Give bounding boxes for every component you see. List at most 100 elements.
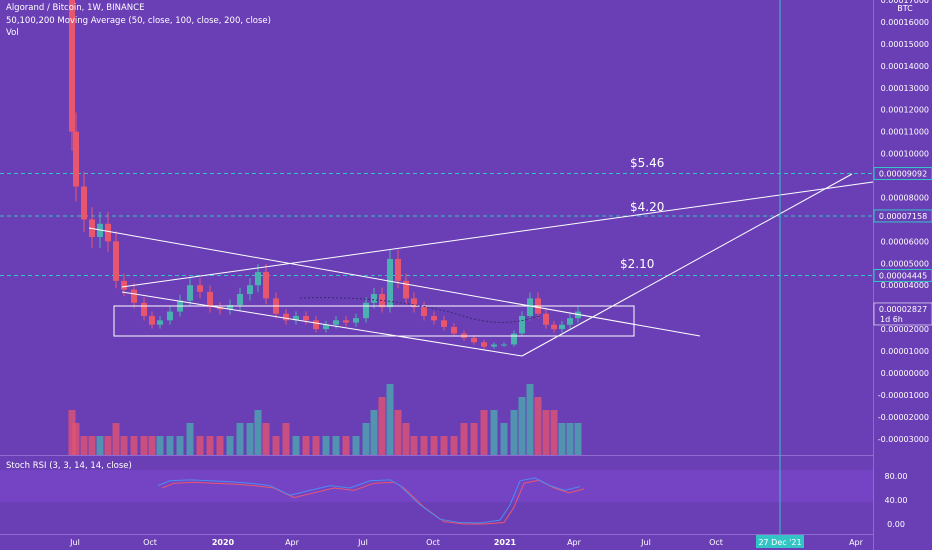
candle-body[interactable] — [323, 324, 329, 330]
volume-bar — [282, 423, 290, 455]
ascending-trendline[interactable] — [121, 181, 874, 288]
moving-average-line — [299, 297, 541, 323]
volume-bar — [394, 410, 402, 455]
candle-body[interactable] — [121, 280, 127, 290]
candle-body[interactable] — [247, 285, 253, 295]
candle-body[interactable] — [343, 320, 349, 323]
candle-body[interactable] — [481, 342, 487, 347]
candle-body[interactable] — [471, 337, 477, 343]
currency-label: BTC — [897, 4, 913, 13]
price-tick-label: 0.00010000 — [881, 150, 929, 159]
candle-body[interactable] — [131, 289, 137, 303]
candle-body[interactable] — [551, 324, 557, 330]
candle-body[interactable] — [197, 285, 203, 292]
price-tick-label: 0.00006000 — [881, 237, 929, 246]
candle-body[interactable] — [69, 0, 75, 132]
time-tick-label: 27 Dec '21 — [758, 538, 801, 547]
symbol-title[interactable]: Algorand / Bitcoin, 1W, BINANCE — [6, 3, 145, 13]
candle-body[interactable] — [395, 258, 401, 281]
volume-bar — [72, 423, 80, 455]
candle-body[interactable] — [113, 241, 119, 281]
candle-body[interactable] — [379, 294, 385, 308]
consolidation-box[interactable] — [113, 305, 635, 337]
candle-body[interactable] — [519, 315, 525, 334]
candle-body[interactable] — [451, 326, 457, 334]
candle-body[interactable] — [431, 315, 437, 321]
target-label-210: $2.10 — [620, 257, 654, 271]
stoch-k-line — [157, 477, 581, 524]
candle-body[interactable] — [363, 302, 369, 319]
price-tick-label: 0.00017000 — [881, 0, 929, 5]
candle-body[interactable] — [371, 294, 377, 303]
descending-trendline-bottom[interactable] — [121, 291, 523, 357]
current-price-label: 0.00002827 — [879, 305, 927, 314]
candle-body[interactable] — [73, 131, 79, 187]
candle-body[interactable] — [167, 311, 173, 321]
candle-body[interactable] — [217, 307, 223, 310]
volume-legend[interactable]: Vol — [6, 28, 19, 38]
candle-body[interactable] — [421, 307, 427, 316]
stoch-legend[interactable]: Stoch RSI (3, 3, 14, 14, close) — [6, 461, 132, 471]
volume-bar — [112, 423, 120, 455]
candle-body[interactable] — [207, 291, 213, 308]
volume-bar — [254, 410, 262, 455]
time-axis[interactable]: Jul Oct 2020 Apr Jul Oct 2021 Apr Jul Oct 27 Dec '… — [69, 535, 864, 548]
volume-bar — [206, 436, 214, 455]
candle-body[interactable] — [353, 318, 359, 323]
candle-body[interactable] — [255, 272, 261, 286]
candle-body[interactable] — [333, 320, 339, 325]
volume-bar — [342, 436, 350, 455]
candle-body[interactable] — [559, 324, 565, 330]
projection-line[interactable] — [521, 173, 853, 357]
volume-bar — [104, 436, 112, 455]
volume-bar — [246, 423, 254, 455]
candle-body[interactable] — [527, 298, 533, 316]
volume-bar — [558, 423, 566, 455]
candle-body[interactable] — [263, 272, 269, 299]
volume-bar — [518, 397, 526, 455]
candle-body[interactable] — [511, 333, 517, 345]
candle-body[interactable] — [149, 315, 155, 325]
volume-bar — [378, 397, 386, 455]
volume-bar — [166, 436, 174, 455]
candle-body[interactable] — [81, 186, 87, 220]
candle-body[interactable] — [543, 313, 549, 325]
main-pane[interactable] — [0, 0, 873, 455]
candle-body[interactable] — [283, 313, 289, 321]
candle-body[interactable] — [387, 258, 393, 308]
candle-body[interactable] — [141, 302, 147, 316]
candle-body[interactable] — [237, 294, 243, 305]
volume-bar — [480, 410, 488, 455]
candle-body[interactable] — [313, 320, 319, 330]
candle-body[interactable] — [293, 315, 299, 321]
time-tick-label: Apr — [849, 538, 864, 547]
candle-body[interactable] — [105, 223, 111, 242]
level-price-tag — [873, 209, 932, 223]
candle-body[interactable] — [157, 320, 163, 325]
volume-bar — [510, 410, 518, 455]
volume-bar — [440, 436, 448, 455]
candle-body[interactable] — [441, 320, 447, 327]
descending-trendline-top[interactable] — [88, 227, 701, 337]
candle-body[interactable] — [303, 315, 309, 321]
trendline-drawings[interactable] — [88, 173, 874, 357]
candle-body[interactable] — [403, 280, 409, 299]
candle-body[interactable] — [187, 285, 193, 301]
candle-body[interactable] — [501, 344, 507, 346]
date-marker-tag — [756, 535, 804, 548]
candle-body[interactable] — [227, 304, 233, 310]
volume-bar — [176, 436, 184, 455]
moving-average-legend[interactable]: 50,100,200 Moving Average (50, close, 10… — [6, 16, 271, 26]
volume-bar — [216, 436, 224, 455]
volume-bar — [500, 423, 508, 455]
time-tick-label: Oct — [426, 538, 440, 547]
candle-body[interactable] — [411, 298, 417, 308]
candle-body[interactable] — [567, 318, 573, 325]
volume-bar — [262, 423, 270, 455]
stoch-axis[interactable]: 80.00 40.00 0.00 — [885, 472, 908, 529]
level-price-tag — [873, 268, 932, 282]
volume-bar — [80, 436, 88, 455]
candle-body[interactable] — [491, 344, 497, 347]
